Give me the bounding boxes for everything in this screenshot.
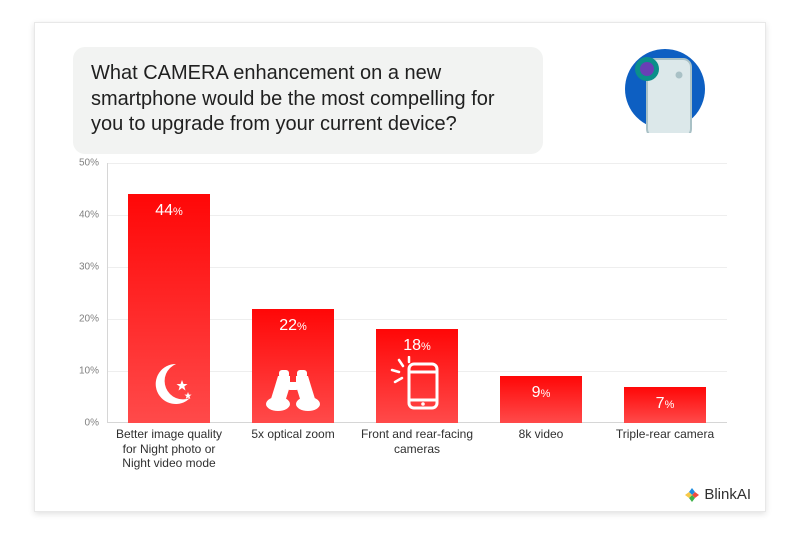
- bar: 18%: [376, 329, 458, 423]
- x-axis-label: 8k video: [479, 427, 603, 471]
- y-tick-label: 40%: [71, 210, 99, 221]
- bar-value-label: 22%: [279, 317, 307, 335]
- y-axis: 0%10%20%30%40%50%: [71, 163, 107, 423]
- x-axis-label: Front and rear-facing cameras: [355, 427, 479, 471]
- bar-value-label: 9%: [532, 384, 551, 402]
- bar: 7%: [624, 387, 706, 423]
- bar: 9%: [500, 376, 582, 423]
- brand-logo: BlinkAI: [684, 486, 751, 503]
- y-tick-label: 0%: [71, 418, 99, 429]
- moon-icon: [142, 358, 196, 412]
- selfie-phone-icon: [389, 356, 445, 412]
- bar-value-label: 44%: [155, 202, 183, 220]
- binoculars-icon: [265, 368, 321, 412]
- header-phone-camera-icon: [621, 45, 709, 133]
- bars-container: 44% 22% 18% 9% 7%: [107, 163, 727, 423]
- x-axis-label: Better image quality for Night photo or …: [107, 427, 231, 471]
- bar-slot: 9%: [479, 163, 603, 423]
- blinkai-diamond-icon: [684, 487, 700, 503]
- card: What CAMERA enhancement on a new smartph…: [34, 22, 766, 512]
- bar-slot: 22%: [231, 163, 355, 423]
- x-axis-labels: Better image quality for Night photo or …: [107, 427, 727, 471]
- y-tick-label: 10%: [71, 366, 99, 377]
- bar-slot: 18%: [355, 163, 479, 423]
- y-tick-label: 50%: [71, 158, 99, 169]
- x-axis-label: 5x optical zoom: [231, 427, 355, 471]
- bar-value-label: 7%: [656, 395, 675, 413]
- bar: 44%: [128, 194, 210, 423]
- bar-slot: 7%: [603, 163, 727, 423]
- bar-chart: 0%10%20%30%40%50% 44%22%18%9%7% Better i…: [71, 163, 727, 453]
- brand-text: BlinkAI: [704, 486, 751, 503]
- x-axis-label: Triple-rear camera: [603, 427, 727, 471]
- y-tick-label: 30%: [71, 262, 99, 273]
- question-bubble: What CAMERA enhancement on a new smartph…: [73, 47, 543, 154]
- question-text: What CAMERA enhancement on a new smartph…: [91, 61, 525, 138]
- bar-slot: 44%: [107, 163, 231, 423]
- y-tick-label: 20%: [71, 314, 99, 325]
- bar: 22%: [252, 309, 334, 423]
- bar-value-label: 18%: [403, 337, 431, 355]
